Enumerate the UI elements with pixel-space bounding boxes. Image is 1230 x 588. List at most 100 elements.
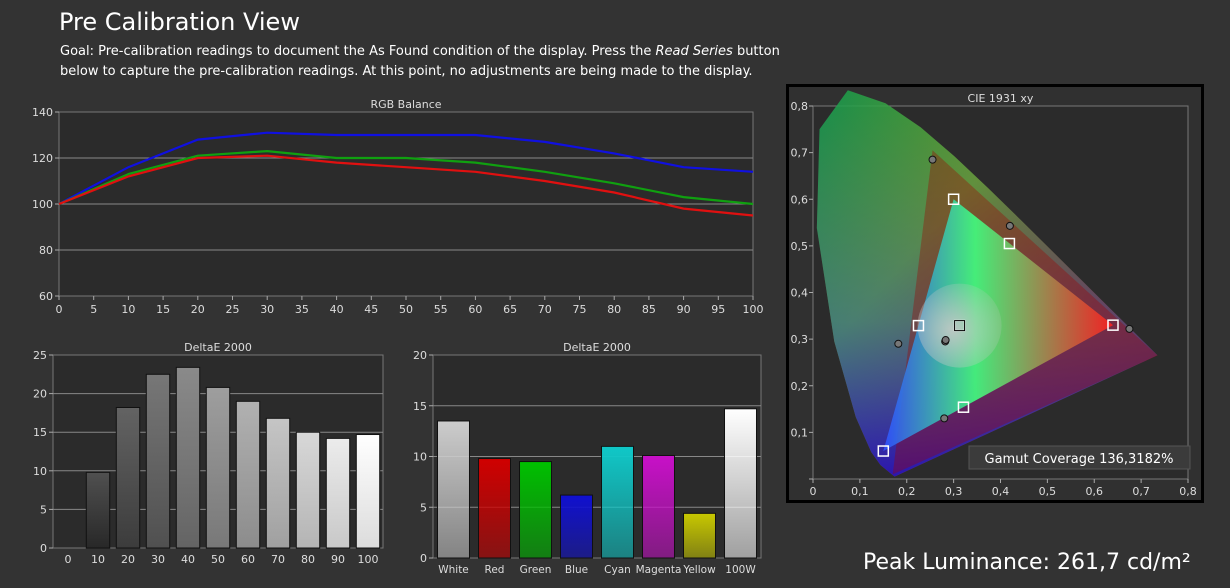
bar-40 [175, 366, 201, 549]
x-tick-label: 75 [573, 303, 587, 316]
bar-100 [355, 434, 381, 549]
y-tick-label: 120 [32, 152, 53, 165]
x-tick-label: 0,6 [1086, 485, 1104, 498]
x-tick-label: 70 [538, 303, 552, 316]
x-tick-label: 20 [191, 303, 205, 316]
y-tick-label: 5 [40, 503, 47, 516]
x-tick-label: 10 [91, 553, 105, 566]
series-line-2 [58, 154, 754, 217]
x-tick-label: 0,4 [992, 485, 1010, 498]
white-target-marker [954, 320, 966, 332]
target-marker [1003, 237, 1016, 250]
goal-text-end: button below to capture the pre-calibrat… [60, 44, 780, 79]
x-tick-label: 100W [725, 564, 756, 576]
gamut-coverage-label: Gamut Coverage 136,3182% [985, 452, 1174, 467]
y-tick-label: 80 [39, 244, 53, 257]
x-tick-label: 10 [121, 303, 135, 316]
x-tick-label: 80 [607, 303, 621, 316]
x-tick-label: 70 [271, 553, 285, 566]
x-tick-label: 40 [330, 303, 344, 316]
measured-point [1005, 221, 1014, 230]
measured-point [928, 155, 937, 164]
chart-title: CIE 1931 xy [968, 92, 1034, 105]
x-tick-label: 15 [156, 303, 170, 316]
bar-100w [724, 408, 757, 559]
x-tick-label: 0,1 [851, 485, 869, 498]
x-tick-label: 60 [241, 553, 255, 566]
x-tick-label: 65 [503, 303, 517, 316]
page-title: Pre Calibration View [59, 8, 300, 36]
y-tick-label: 25 [33, 349, 47, 362]
x-tick-label: 90 [677, 303, 691, 316]
measured-point [941, 336, 950, 345]
x-tick-label: 55 [434, 303, 448, 316]
measured-point [1125, 324, 1134, 333]
bar-yellow [683, 512, 716, 559]
target-marker [1107, 319, 1119, 331]
y-tick-label: 10 [33, 465, 47, 478]
x-tick-label: 30 [260, 303, 274, 316]
x-tick-label: 90 [331, 553, 345, 566]
goal-text: Goal: Pre-calibration readings to docume… [60, 42, 820, 82]
bar-60 [235, 400, 261, 549]
measured-point [894, 339, 903, 348]
x-tick-label: Green [520, 564, 552, 576]
x-tick-label: 0,3 [945, 485, 963, 498]
x-tick-label: Red [485, 564, 505, 576]
x-tick-label: Yellow [682, 564, 716, 576]
y-tick-label: 0,2 [791, 380, 809, 393]
y-tick-label: 5 [420, 501, 427, 514]
y-tick-label: 0,6 [791, 193, 809, 206]
y-tick-label: 100 [32, 198, 53, 211]
x-tick-label: 85 [642, 303, 656, 316]
x-tick-label: 0 [56, 303, 63, 316]
bar-20 [115, 406, 141, 549]
read-series-emphasis: Read Series [655, 44, 733, 59]
target-marker [877, 445, 890, 457]
y-tick-label: 15 [33, 426, 47, 439]
y-tick-label: 60 [39, 290, 53, 303]
y-tick-label: 0,4 [791, 287, 809, 300]
bar-50 [205, 386, 231, 549]
y-tick-label: 15 [413, 400, 427, 413]
x-tick-label: 0 [65, 553, 72, 566]
measured-point [940, 414, 949, 423]
chart-title: DeltaE 2000 [184, 341, 252, 354]
y-tick-label: 20 [413, 349, 427, 362]
series-line-0 [58, 131, 754, 205]
y-tick-label: 0,1 [791, 426, 809, 439]
peak-luminance: Peak Luminance: 261,7 cd/m² [863, 550, 1191, 575]
series-line-1 [58, 149, 754, 206]
x-tick-label: 80 [301, 553, 315, 566]
bar-90 [325, 437, 351, 549]
bar-blue [560, 494, 593, 559]
x-tick-label: 100 [743, 303, 764, 316]
x-tick-label: 20 [121, 553, 135, 566]
y-tick-label: 0,8 [791, 100, 809, 113]
x-tick-label: 35 [295, 303, 309, 316]
x-tick-label: 40 [181, 553, 195, 566]
x-tick-label: 95 [711, 303, 725, 316]
bar-30 [145, 373, 171, 549]
y-tick-label: 10 [413, 451, 427, 464]
bar-red [478, 458, 511, 559]
x-tick-label: 60 [468, 303, 482, 316]
chart-title: DeltaE 2000 [563, 341, 631, 354]
x-tick-label: 25 [226, 303, 240, 316]
y-tick-label: 0,7 [791, 147, 809, 160]
bar-10 [85, 471, 111, 549]
x-tick-label: 0,8 [1179, 485, 1197, 498]
x-tick-label: 0,7 [1132, 485, 1150, 498]
x-tick-label: 50 [399, 303, 413, 316]
x-tick-label: 5 [90, 303, 97, 316]
bar-white [437, 420, 470, 559]
x-tick-label: 0,5 [1039, 485, 1057, 498]
x-tick-label: 0 [810, 485, 817, 498]
y-tick-label: 0,5 [791, 240, 809, 253]
y-tick-label: 0 [420, 552, 427, 565]
x-tick-label: 30 [151, 553, 165, 566]
